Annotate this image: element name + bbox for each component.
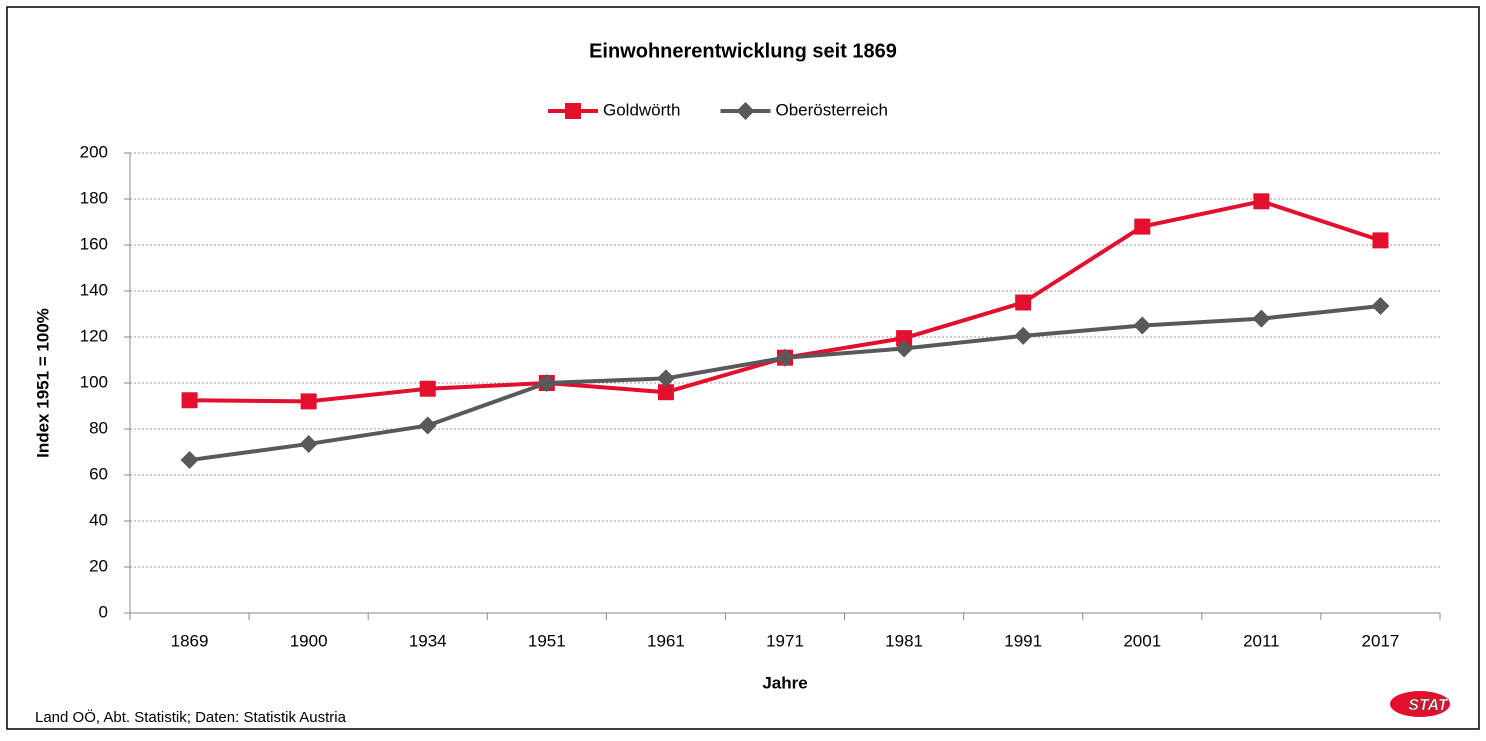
chart-title: Einwohnerentwicklung seit 1869 [589, 40, 897, 62]
point-marker [1014, 326, 1033, 345]
x-axis-title: Jahre [762, 673, 807, 692]
x-tick-label: 1971 [766, 631, 804, 650]
point-marker [1372, 232, 1389, 249]
legend-entry: Oberösterreich [720, 100, 888, 120]
x-tick-label: 1934 [409, 631, 447, 650]
point-marker [299, 434, 318, 453]
legend-label: Goldwörth [603, 100, 680, 119]
point-marker [300, 393, 317, 410]
point-marker [1015, 294, 1032, 311]
point-marker [181, 392, 198, 409]
logo: STAT [1390, 691, 1450, 717]
legend-entry: Goldwörth [548, 100, 680, 119]
y-tick-label: 180 [80, 188, 108, 207]
y-tick-label: 80 [89, 418, 108, 437]
logo-text: STAT [1408, 697, 1449, 714]
point-marker [1133, 316, 1152, 335]
point-marker [1134, 218, 1151, 235]
point-marker [418, 416, 437, 435]
x-tick-label: 1961 [647, 631, 685, 650]
y-tick-label: 160 [80, 234, 108, 253]
x-tick-label: 1900 [290, 631, 328, 650]
source-note: Land OÖ, Abt. Statistik; Daten: Statisti… [35, 708, 347, 726]
x-tick-label: 2011 [1243, 631, 1280, 650]
y-tick-label: 100 [80, 372, 108, 391]
y-tick-label: 120 [80, 326, 108, 345]
point-marker [537, 374, 556, 392]
series [180, 296, 1390, 470]
y-tick-label: 60 [89, 464, 108, 483]
x-tick-label: 2017 [1362, 631, 1400, 650]
point-marker [736, 102, 755, 120]
legend-label: Oberösterreich [775, 100, 887, 119]
x-tick-label: 1991 [1004, 631, 1042, 650]
point-marker [419, 380, 436, 397]
y-tick-label: 200 [80, 142, 108, 161]
point-marker [776, 348, 794, 367]
x-tick-label: 2001 [1123, 631, 1161, 650]
point-marker [656, 369, 675, 388]
y-tick-label: 20 [89, 556, 108, 575]
point-marker [896, 330, 913, 347]
logo-shape [1390, 691, 1450, 717]
x-tick-label: 1869 [171, 631, 209, 650]
x-tick-label: 1981 [885, 631, 923, 650]
point-marker [895, 339, 914, 358]
point-marker [565, 103, 581, 119]
y-tick-label: 140 [80, 280, 108, 299]
point-marker [1253, 193, 1270, 210]
y-axis-title: Index 1951 = 100% [33, 308, 52, 458]
point-marker [657, 384, 674, 401]
point-marker [180, 451, 199, 470]
point-marker [1371, 296, 1390, 315]
y-tick-label: 40 [89, 510, 108, 529]
point-marker [1252, 309, 1271, 328]
y-tick-label: 0 [99, 602, 108, 621]
x-tick-label: 1951 [528, 631, 566, 650]
